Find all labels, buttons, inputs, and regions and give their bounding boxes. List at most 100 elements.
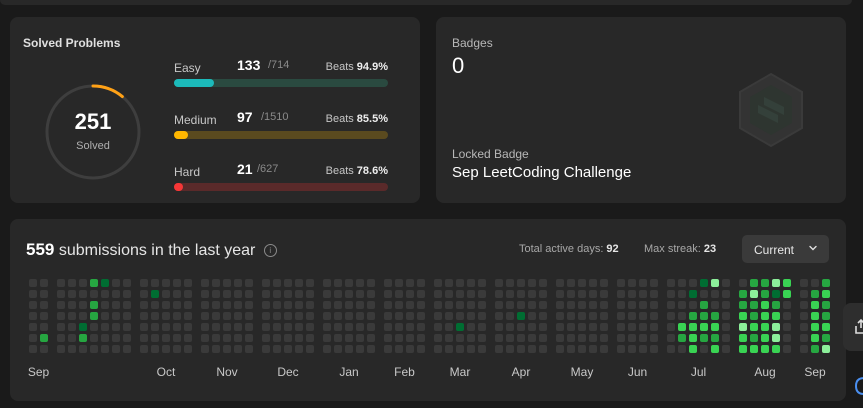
calendar-day-cell[interactable] xyxy=(567,345,575,353)
calendar-day-cell[interactable] xyxy=(783,312,791,320)
calendar-day-cell[interactable] xyxy=(273,279,281,287)
calendar-day-cell[interactable] xyxy=(245,279,253,287)
calendar-day-cell[interactable] xyxy=(151,345,159,353)
calendar-day-cell[interactable] xyxy=(173,301,181,309)
calendar-day-cell[interactable] xyxy=(68,334,76,342)
calendar-day-cell[interactable] xyxy=(495,290,503,298)
calendar-day-cell[interactable] xyxy=(678,323,686,331)
calendar-day-cell[interactable] xyxy=(101,334,109,342)
calendar-day-cell[interactable] xyxy=(822,301,830,309)
calendar-day-cell[interactable] xyxy=(79,312,87,320)
calendar-day-cell[interactable] xyxy=(306,323,314,331)
calendar-day-cell[interactable] xyxy=(173,290,181,298)
calendar-day-cell[interactable] xyxy=(417,312,425,320)
calendar-day-cell[interactable] xyxy=(495,345,503,353)
calendar-day-cell[interactable] xyxy=(356,312,364,320)
calendar-day-cell[interactable] xyxy=(367,323,375,331)
calendar-day-cell[interactable] xyxy=(212,290,220,298)
calendar-day-cell[interactable] xyxy=(201,312,209,320)
calendar-day-cell[interactable] xyxy=(689,279,697,287)
calendar-day-cell[interactable] xyxy=(356,345,364,353)
calendar-day-cell[interactable] xyxy=(173,323,181,331)
info-icon[interactable]: i xyxy=(263,244,277,257)
calendar-day-cell[interactable] xyxy=(101,312,109,320)
calendar-day-cell[interactable] xyxy=(678,334,686,342)
calendar-day-cell[interactable] xyxy=(273,290,281,298)
calendar-day-cell[interactable] xyxy=(201,301,209,309)
calendar-day-cell[interactable] xyxy=(578,279,586,287)
calendar-day-cell[interactable] xyxy=(406,334,414,342)
calendar-day-cell[interactable] xyxy=(356,334,364,342)
calendar-day-cell[interactable] xyxy=(445,312,453,320)
calendar-day-cell[interactable] xyxy=(578,290,586,298)
calendar-day-cell[interactable] xyxy=(528,312,536,320)
calendar-day-cell[interactable] xyxy=(384,345,392,353)
calendar-day-cell[interactable] xyxy=(284,290,292,298)
calendar-day-cell[interactable] xyxy=(628,345,636,353)
calendar-day-cell[interactable] xyxy=(711,345,719,353)
calendar-day-cell[interactable] xyxy=(90,323,98,331)
calendar-day-cell[interactable] xyxy=(578,312,586,320)
calendar-day-cell[interactable] xyxy=(123,312,131,320)
period-select[interactable]: Current xyxy=(742,235,829,263)
calendar-day-cell[interactable] xyxy=(79,334,87,342)
calendar-day-cell[interactable] xyxy=(783,345,791,353)
calendar-day-cell[interactable] xyxy=(539,301,547,309)
calendar-day-cell[interactable] xyxy=(567,290,575,298)
calendar-day-cell[interactable] xyxy=(667,323,675,331)
calendar-day-cell[interactable] xyxy=(434,290,442,298)
calendar-day-cell[interactable] xyxy=(245,312,253,320)
calendar-day-cell[interactable] xyxy=(667,301,675,309)
calendar-day-cell[interactable] xyxy=(306,312,314,320)
calendar-day-cell[interactable] xyxy=(800,345,808,353)
calendar-day-cell[interactable] xyxy=(589,334,597,342)
calendar-day-cell[interactable] xyxy=(184,301,192,309)
calendar-day-cell[interactable] xyxy=(750,334,758,342)
calendar-day-cell[interactable] xyxy=(356,279,364,287)
calendar-day-cell[interactable] xyxy=(162,279,170,287)
calendar-day-cell[interactable] xyxy=(101,279,109,287)
calendar-day-cell[interactable] xyxy=(800,279,808,287)
calendar-day-cell[interactable] xyxy=(528,301,536,309)
calendar-day-cell[interactable] xyxy=(90,334,98,342)
calendar-day-cell[interactable] xyxy=(334,301,342,309)
calendar-day-cell[interactable] xyxy=(783,323,791,331)
calendar-day-cell[interactable] xyxy=(750,345,758,353)
badges-card[interactable]: Badges 0 Locked Badge Sep LeetCoding Cha… xyxy=(436,17,846,203)
calendar-day-cell[interactable] xyxy=(262,290,270,298)
calendar-day-cell[interactable] xyxy=(323,290,331,298)
calendar-day-cell[interactable] xyxy=(140,334,148,342)
calendar-day-cell[interactable] xyxy=(40,345,48,353)
calendar-day-cell[interactable] xyxy=(273,334,281,342)
calendar-day-cell[interactable] xyxy=(306,345,314,353)
calendar-day-cell[interactable] xyxy=(284,334,292,342)
calendar-day-cell[interactable] xyxy=(639,334,647,342)
calendar-day-cell[interactable] xyxy=(68,279,76,287)
calendar-day-cell[interactable] xyxy=(295,290,303,298)
calendar-day-cell[interactable] xyxy=(295,312,303,320)
calendar-day-cell[interactable] xyxy=(528,345,536,353)
calendar-day-cell[interactable] xyxy=(123,301,131,309)
calendar-day-cell[interactable] xyxy=(334,345,342,353)
calendar-day-cell[interactable] xyxy=(811,301,819,309)
calendar-day-cell[interactable] xyxy=(79,301,87,309)
calendar-day-cell[interactable] xyxy=(445,334,453,342)
calendar-day-cell[interactable] xyxy=(783,301,791,309)
calendar-day-cell[interactable] xyxy=(29,312,37,320)
calendar-day-cell[interactable] xyxy=(700,334,708,342)
calendar-day-cell[interactable] xyxy=(262,334,270,342)
calendar-day-cell[interactable] xyxy=(467,290,475,298)
calendar-day-cell[interactable] xyxy=(245,334,253,342)
calendar-day-cell[interactable] xyxy=(617,345,625,353)
calendar-day-cell[interactable] xyxy=(334,290,342,298)
calendar-day-cell[interactable] xyxy=(201,290,209,298)
calendar-day-cell[interactable] xyxy=(678,345,686,353)
calendar-day-cell[interactable] xyxy=(822,334,830,342)
calendar-day-cell[interactable] xyxy=(639,345,647,353)
calendar-day-cell[interactable] xyxy=(517,334,525,342)
calendar-day-cell[interactable] xyxy=(667,279,675,287)
calendar-day-cell[interactable] xyxy=(506,301,514,309)
calendar-day-cell[interactable] xyxy=(334,334,342,342)
calendar-day-cell[interactable] xyxy=(639,290,647,298)
calendar-day-cell[interactable] xyxy=(223,345,231,353)
